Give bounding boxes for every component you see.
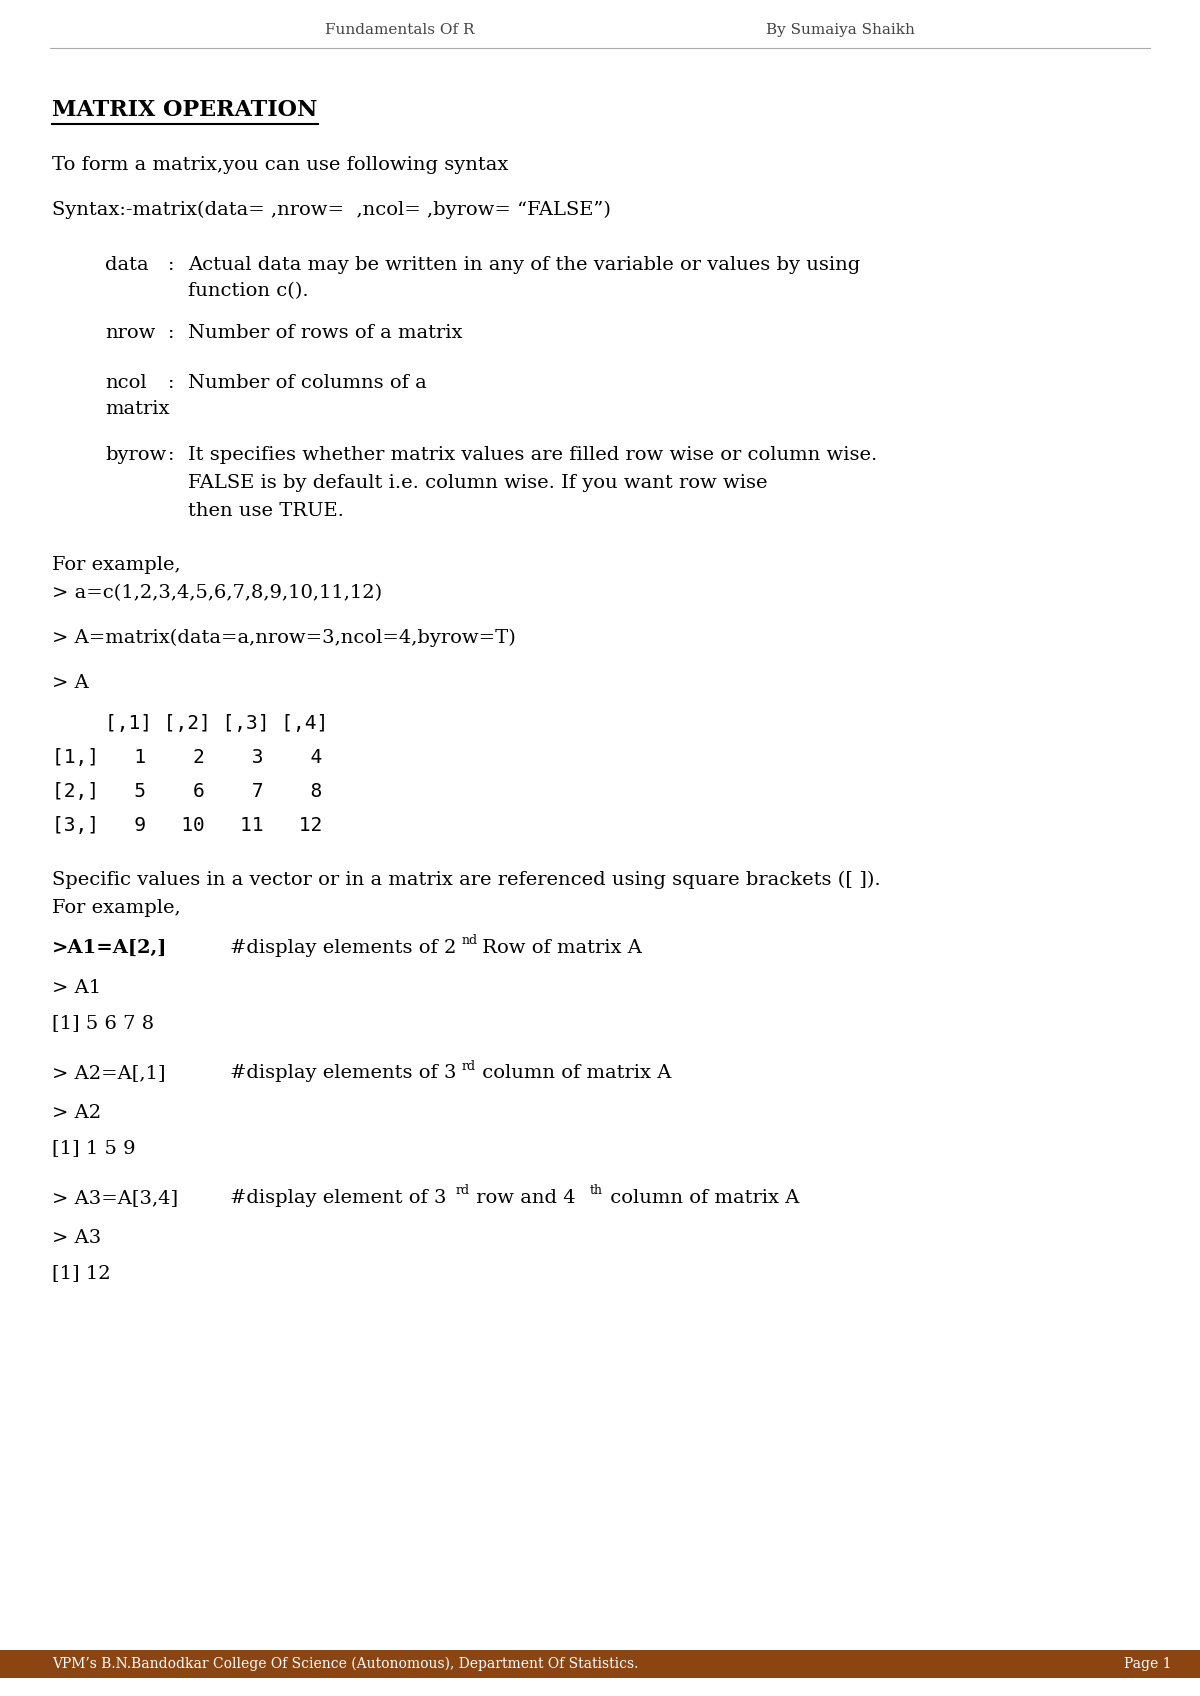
Text: Fundamentals Of R: Fundamentals Of R	[325, 24, 475, 37]
Text: For example,: For example,	[52, 899, 181, 918]
FancyBboxPatch shape	[0, 1650, 1200, 1677]
Text: :: :	[168, 375, 174, 392]
Text: To form a matrix,you can use following syntax: To form a matrix,you can use following s…	[52, 156, 509, 175]
Text: row and 4: row and 4	[470, 1189, 576, 1208]
Text: > A2=A[,1]: > A2=A[,1]	[52, 1063, 166, 1082]
Text: > a=c(1,2,3,4,5,6,7,8,9,10,11,12): > a=c(1,2,3,4,5,6,7,8,9,10,11,12)	[52, 583, 382, 602]
Text: [2,]   5    6    7    8: [2,] 5 6 7 8	[52, 782, 323, 801]
Text: ncol: ncol	[106, 375, 146, 392]
Text: >A1=A[2,]: >A1=A[2,]	[52, 940, 168, 957]
Text: > A1: > A1	[52, 979, 101, 997]
Text: column of matrix A: column of matrix A	[476, 1063, 671, 1082]
Text: matrix: matrix	[106, 400, 169, 417]
Text: Syntax:-matrix(data= ,nrow=  ,ncol= ,byrow= “FALSE”): Syntax:-matrix(data= ,nrow= ,ncol= ,byro…	[52, 200, 611, 219]
Text: [1] 12: [1] 12	[52, 1264, 110, 1282]
Text: :: :	[168, 324, 174, 343]
Text: [3,]   9   10   11   12: [3,] 9 10 11 12	[52, 816, 323, 834]
Text: function c().: function c().	[188, 282, 308, 300]
Text: [1,]   1    2    3    4: [1,] 1 2 3 4	[52, 748, 323, 767]
Text: Row of matrix A: Row of matrix A	[476, 940, 642, 957]
Text: MATRIX OPERATION: MATRIX OPERATION	[52, 98, 317, 120]
Text: rd: rd	[462, 1060, 476, 1072]
Text: > A=matrix(data=a,nrow=3,ncol=4,byrow=T): > A=matrix(data=a,nrow=3,ncol=4,byrow=T)	[52, 629, 516, 648]
Text: nrow: nrow	[106, 324, 155, 343]
Text: #display elements of 2: #display elements of 2	[230, 940, 456, 957]
Text: For example,: For example,	[52, 556, 181, 573]
Text: rd: rd	[456, 1184, 470, 1197]
Text: By Sumaiya Shaikh: By Sumaiya Shaikh	[766, 24, 914, 37]
Text: Actual data may be written in any of the variable or values by using: Actual data may be written in any of the…	[188, 256, 860, 275]
Text: :: :	[168, 446, 174, 465]
Text: > A: > A	[52, 673, 89, 692]
Text: Specific values in a vector or in a matrix are referenced using square brackets : Specific values in a vector or in a matr…	[52, 870, 881, 889]
Text: Number of columns of a: Number of columns of a	[188, 375, 427, 392]
Text: nd: nd	[462, 934, 478, 948]
Text: th: th	[590, 1184, 604, 1197]
Text: data: data	[106, 256, 149, 275]
Text: [1] 1 5 9: [1] 1 5 9	[52, 1140, 136, 1157]
Text: Page 1: Page 1	[1124, 1657, 1171, 1671]
Text: VPM’s B.N.Bandodkar College Of Science (Autonomous), Department Of Statistics.: VPM’s B.N.Bandodkar College Of Science (…	[52, 1657, 638, 1671]
Text: column of matrix A: column of matrix A	[604, 1189, 799, 1208]
Text: :: :	[168, 256, 174, 275]
Text: > A3: > A3	[52, 1230, 101, 1247]
Text: #display element of 3: #display element of 3	[230, 1189, 446, 1208]
Text: > A2: > A2	[52, 1104, 101, 1123]
Text: > A3=A[3,4]: > A3=A[3,4]	[52, 1189, 178, 1208]
Text: then use TRUE.: then use TRUE.	[188, 502, 344, 521]
Text: FALSE is by default i.e. column wise. If you want row wise: FALSE is by default i.e. column wise. If…	[188, 473, 768, 492]
Text: [,1] [,2] [,3] [,4]: [,1] [,2] [,3] [,4]	[106, 714, 329, 733]
Text: [1] 5 6 7 8: [1] 5 6 7 8	[52, 1014, 154, 1031]
Text: It specifies whether matrix values are filled row wise or column wise.: It specifies whether matrix values are f…	[188, 446, 877, 465]
Text: byrow: byrow	[106, 446, 167, 465]
Text: #display elements of 3: #display elements of 3	[230, 1063, 456, 1082]
Text: Number of rows of a matrix: Number of rows of a matrix	[188, 324, 462, 343]
